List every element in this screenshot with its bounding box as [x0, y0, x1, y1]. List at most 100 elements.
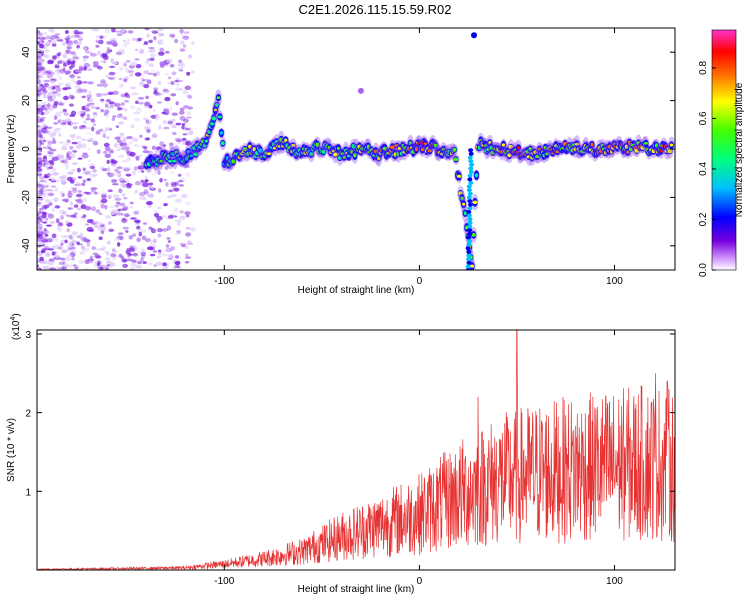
ridge-core: [483, 144, 488, 147]
speckle-point: [39, 237, 47, 241]
speckle-point: [168, 146, 175, 149]
speckle-point: [43, 83, 49, 87]
speckle-point: [76, 241, 80, 245]
speckle-point: [64, 157, 69, 162]
speckle-point: [75, 136, 82, 140]
speckle-point: [116, 114, 123, 118]
speckle-point: [62, 108, 67, 113]
speckle-point: [122, 205, 129, 211]
speckle-point: [116, 149, 122, 151]
speckle-point: [69, 201, 73, 206]
speckle-point: [83, 191, 90, 194]
speckle-point: [113, 250, 119, 253]
speckle-point: [172, 131, 177, 136]
speckle-point: [76, 182, 82, 187]
speckle-point: [153, 229, 159, 233]
speckle-point: [96, 149, 101, 155]
speckle-point: [94, 254, 101, 259]
ridge-core: [669, 143, 674, 147]
speckle-point: [77, 243, 83, 246]
speckle-point: [60, 215, 64, 220]
speckle-point: [77, 157, 83, 160]
speckle-point: [184, 36, 189, 41]
speckle-point: [140, 179, 145, 184]
ridge-core: [516, 146, 521, 150]
speckle-point: [142, 189, 150, 193]
speckle-point: [159, 178, 163, 183]
speckle-point: [133, 245, 138, 249]
speckle-point: [51, 233, 57, 239]
speckle-point: [76, 208, 82, 211]
speckle-point: [38, 215, 43, 220]
speckle-point: [184, 128, 191, 130]
speckle-point: [137, 170, 142, 173]
speckle-point: [72, 150, 78, 153]
speckle-point: [154, 117, 159, 121]
speckle-point: [144, 28, 150, 31]
speckle-point: [168, 254, 174, 259]
speckle-point: [162, 144, 167, 147]
speckle-point: [175, 122, 182, 126]
speckle-point: [88, 98, 94, 103]
ridge-core: [231, 159, 236, 164]
snr-scale-base: (x104): [10, 313, 22, 340]
ridge-core: [507, 153, 512, 158]
speckle-point: [52, 244, 60, 249]
ridge-core: [243, 147, 248, 152]
speckle-point: [47, 103, 51, 108]
speckle-point: [61, 193, 65, 197]
speckle-point: [94, 220, 100, 226]
speckle-point: [148, 104, 153, 109]
speckle-point: [42, 72, 48, 75]
speckle-point: [170, 183, 177, 188]
speckle-point: [54, 237, 59, 243]
speckle-point: [44, 185, 49, 188]
speckle-point: [187, 54, 193, 59]
speckle-point: [105, 113, 110, 118]
speckle-point: [38, 234, 44, 239]
speckle-point: [72, 53, 77, 58]
speckle-point: [47, 173, 51, 178]
speckle-point: [44, 234, 49, 237]
speckle-point: [37, 230, 43, 233]
speckle-point: [66, 228, 70, 233]
speckle-point: [103, 150, 108, 154]
ridge-core: [219, 131, 224, 135]
speckle-point: [46, 85, 53, 89]
speckle-point: [61, 249, 68, 254]
speckle-point: [85, 127, 91, 130]
speckle-point: [116, 139, 122, 144]
speckle-point: [74, 199, 82, 202]
snr-x-axis-label: Height of straight line (km): [298, 584, 415, 595]
speckle-point: [151, 173, 156, 176]
speckle-point: [184, 85, 192, 91]
speckle-point: [118, 83, 124, 88]
speckle-point: [117, 208, 121, 212]
speckle-point: [105, 146, 111, 152]
speckle-point: [149, 262, 153, 265]
ridge-core: [337, 156, 342, 160]
spectrogram-y-axis-label: Frequency (Hz): [6, 115, 17, 184]
speckle-point: [129, 201, 134, 205]
speckle-point: [140, 251, 146, 257]
speckle-point: [116, 201, 121, 205]
speckle-point: [181, 137, 187, 142]
speckle-point: [64, 37, 71, 41]
speckle-point: [144, 191, 148, 196]
speckle-point: [144, 189, 148, 194]
speckle-point: [37, 233, 41, 237]
speckle-point: [82, 218, 86, 221]
ridge-core: [474, 173, 479, 178]
speckle-point: [38, 242, 44, 246]
speckle-point: [37, 192, 40, 197]
speckle-point: [70, 207, 74, 210]
ridge-core: [309, 152, 314, 156]
speckle-point: [86, 132, 92, 135]
speckle-point: [123, 142, 128, 146]
speckle-point: [66, 214, 71, 217]
speckle-point: [134, 112, 141, 114]
speckle-point: [69, 77, 76, 82]
speckle-point: [37, 173, 43, 177]
speckle-point: [79, 251, 85, 255]
speckle-point: [117, 242, 121, 247]
